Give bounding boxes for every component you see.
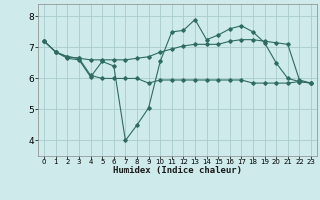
- X-axis label: Humidex (Indice chaleur): Humidex (Indice chaleur): [113, 166, 242, 175]
